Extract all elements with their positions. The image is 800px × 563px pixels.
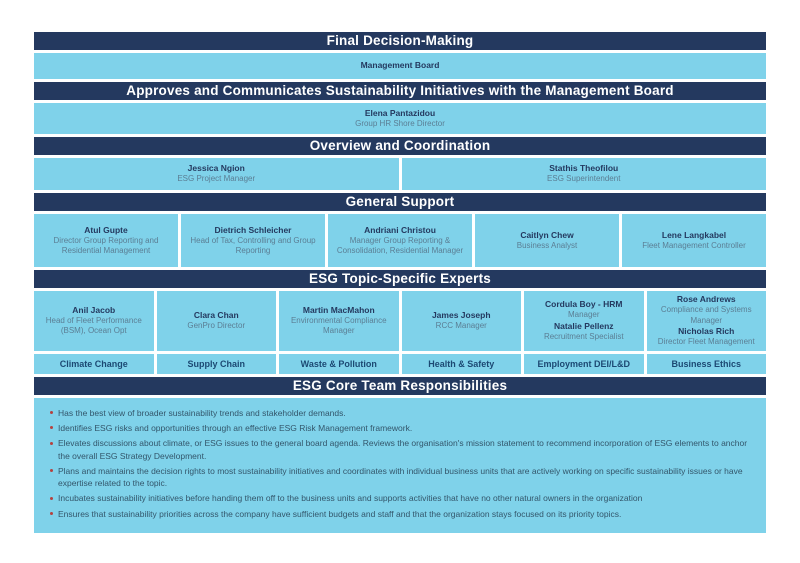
bullet-text: Identifies ESG risks and opportunities t… (58, 422, 413, 433)
person-name: James Joseph (431, 310, 491, 320)
topic-cell: Health & Safety (401, 353, 521, 374)
org-chart: Final Decision-Making Management Board App… (34, 32, 766, 534)
person-name: Jessica Ngion (187, 163, 245, 174)
topic-cell: Employment DEI/L&D (524, 353, 644, 374)
person-name: Lene Langkabel (661, 229, 727, 240)
person-role: Group HR Shore Director (355, 118, 445, 128)
person-role: Director Fleet Management (657, 337, 755, 347)
person-name: Cordula Boy - HRM (545, 299, 623, 310)
person-role: Business Analyst (516, 240, 578, 250)
bullet-text: Ensures that sustainability priorities a… (58, 508, 622, 519)
section-header-final-decision-making: Final Decision-Making (34, 32, 766, 50)
person-role: Head of Tax, Controlling and Group Repor… (190, 235, 316, 256)
person-cell: Lene Langkabel Fleet Management Controlle… (622, 214, 766, 267)
person-cell: Clara Chan GenPro Director (156, 291, 276, 351)
person-cell: Rose Andrews Compliance and Systems Manag… (646, 291, 766, 351)
person-role: Director Group Reporting and Residential… (53, 235, 159, 256)
person-name: Clara Chan (193, 310, 239, 320)
bullet-text: Has the best view of broader sustainabil… (58, 407, 346, 418)
person-cell: Management Board (34, 53, 766, 79)
section-row-final-decision-making: Management Board (34, 53, 766, 79)
person-role: Compliance and Systems Manager (660, 305, 752, 325)
person-name: Dietrich Schleicher (214, 224, 292, 235)
person-name: Management Board (360, 60, 440, 71)
person-cell: Cordula Boy - HRM Manager Natalie Pellenz R… (524, 291, 644, 351)
person-cell: Elena Pantazidou Group HR Shore Director (34, 103, 766, 134)
person-cell: Atul Gupte Director Group Reporting and R… (34, 214, 178, 267)
person-name: Andriani Christou (364, 224, 436, 235)
topic-cell: Waste & Pollution (279, 353, 399, 374)
bullet-dot-icon (50, 441, 53, 445)
person-name: Stathis Theofilou (549, 163, 619, 174)
person-name: Anil Jacob (72, 304, 116, 315)
person-role: Fleet Management Controller (642, 240, 746, 250)
person-cell: Jessica Ngion ESG Project Manager (34, 158, 399, 190)
person-cell: Martin MacMahon Environmental Compliance … (279, 291, 399, 351)
bullet-text: Elevates discussions about climate, or E… (58, 438, 748, 461)
section-header-general-support: General Support (34, 193, 766, 211)
person-role: Environmental Compliance Manager (290, 316, 387, 336)
bullet-item: Elevates discussions about climate, or E… (48, 437, 752, 462)
person-cell: Andriani Christou Manager Group Reporting… (328, 214, 472, 267)
person-role: RCC Manager (435, 321, 487, 331)
person-role: GenPro Director (187, 321, 246, 331)
person-name: Elena Pantazidou (364, 107, 436, 118)
person-cell: Dietrich Schleicher Head of Tax, Controll… (181, 214, 325, 267)
person-name: Atul Gupte (84, 224, 128, 235)
section-row-overview-and-coordination: Jessica Ngion ESG Project Manager Stathis … (34, 158, 766, 190)
bullet-item: Plans and maintains the decision rights … (48, 465, 752, 490)
person-role: ESG Superintendent (547, 174, 621, 184)
bullet-dot-icon (50, 469, 53, 473)
person-cell: Anil Jacob Head of Fleet Performance (BSM… (34, 291, 154, 351)
topics-row: Climate Change Supply Chain Waste & Pollut… (34, 353, 766, 374)
topic-cell: Climate Change (34, 353, 154, 374)
section-header-esg-core-team-responsibilities: ESG Core Team Responsibilities (34, 376, 766, 395)
bullet-item: Incubates sustainability initiatives bef… (48, 492, 752, 504)
person-cell: James Joseph RCC Manager (401, 291, 521, 351)
topic-cell: Business Ethics (646, 353, 766, 374)
person-role: ESG Project Manager (177, 174, 256, 184)
person-name: Martin MacMahon (302, 304, 375, 315)
section-header-approves-and-communicates: Approves and Communicates Sustainability… (34, 82, 766, 100)
bullet-text: Plans and maintains the decision rights … (58, 465, 743, 489)
person-cell: Caitlyn Chew Business Analyst (475, 214, 619, 267)
bullet-dot-icon (50, 411, 53, 415)
bullet-dot-icon (50, 496, 53, 500)
bullet-item: Ensures that sustainability priorities a… (48, 508, 752, 520)
section-header-esg-topic-specific-experts: ESG Topic-Specific Experts (34, 270, 766, 288)
person-cell: Stathis Theofilou ESG Superintendent (401, 158, 766, 190)
topic-cell: Supply Chain (156, 353, 276, 374)
person-name: Rose Andrews (676, 294, 736, 304)
person-role: Manager (567, 310, 600, 320)
bullet-item: Identifies ESG risks and opportunities t… (48, 422, 752, 434)
section-header-overview-and-coordination: Overview and Coordination (34, 137, 766, 155)
person-role: Manager Group Reporting & Consolidation,… (336, 235, 464, 256)
section-row-esg-topic-specific-experts: Anil Jacob Head of Fleet Performance (BSM… (34, 291, 766, 351)
bullet-text: Incubates sustainability initiatives bef… (58, 493, 643, 504)
person-name: Nicholas Rich (678, 326, 735, 336)
bullet-dot-icon (50, 512, 53, 516)
section-row-general-support: Atul Gupte Director Group Reporting and R… (34, 214, 766, 267)
person-role: Head of Fleet Performance (BSM), Ocean O… (45, 316, 142, 336)
person-name: Caitlyn Chew (520, 229, 574, 240)
section-row-approves-and-communicates: Elena Pantazidou Group HR Shore Director (34, 103, 766, 134)
person-name: Natalie Pellenz (553, 320, 614, 331)
person-role: Recruitment Specialist (543, 332, 624, 342)
bullet-item: Has the best view of broader sustainabil… (48, 407, 752, 419)
bullet-dot-icon (50, 426, 53, 430)
responsibilities-box: Has the best view of broader sustainabil… (34, 397, 766, 534)
